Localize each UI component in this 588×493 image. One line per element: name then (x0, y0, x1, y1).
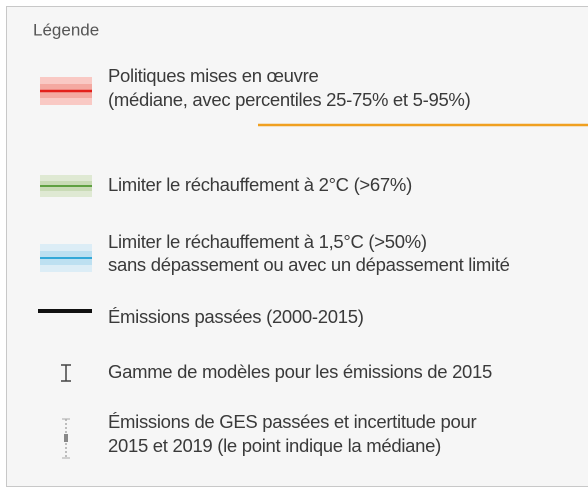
item-text: 2015 et 2019 (le point indique la médian… (108, 435, 441, 456)
item-text: (médiane, avec percentiles 25-75% et 5-9… (108, 89, 471, 110)
item-text: Émissions de GES passées et incertitude … (108, 411, 476, 432)
panel-background (6, 6, 588, 487)
item-text: Gamme de modèles pour les émissions de 2… (108, 361, 492, 382)
icon-policies (40, 77, 92, 105)
item-text: Politiques mises en œuvre (108, 65, 318, 86)
median-point (64, 434, 68, 442)
legend-title: Légende (33, 20, 99, 39)
icon-uncertainty (62, 418, 70, 459)
icon-model-range (61, 364, 71, 382)
icon-2c (40, 175, 92, 197)
icon-1-5c (40, 244, 92, 272)
item-text: Émissions passées (2000-2015) (108, 306, 364, 327)
item-text: Limiter le réchauffement à 1,5°C (>50%) (108, 231, 427, 252)
item-text: Limiter le réchauffement à 2°C (>67%) (108, 174, 412, 195)
item-text: sans dépassement ou avec un dépassement … (108, 254, 510, 275)
